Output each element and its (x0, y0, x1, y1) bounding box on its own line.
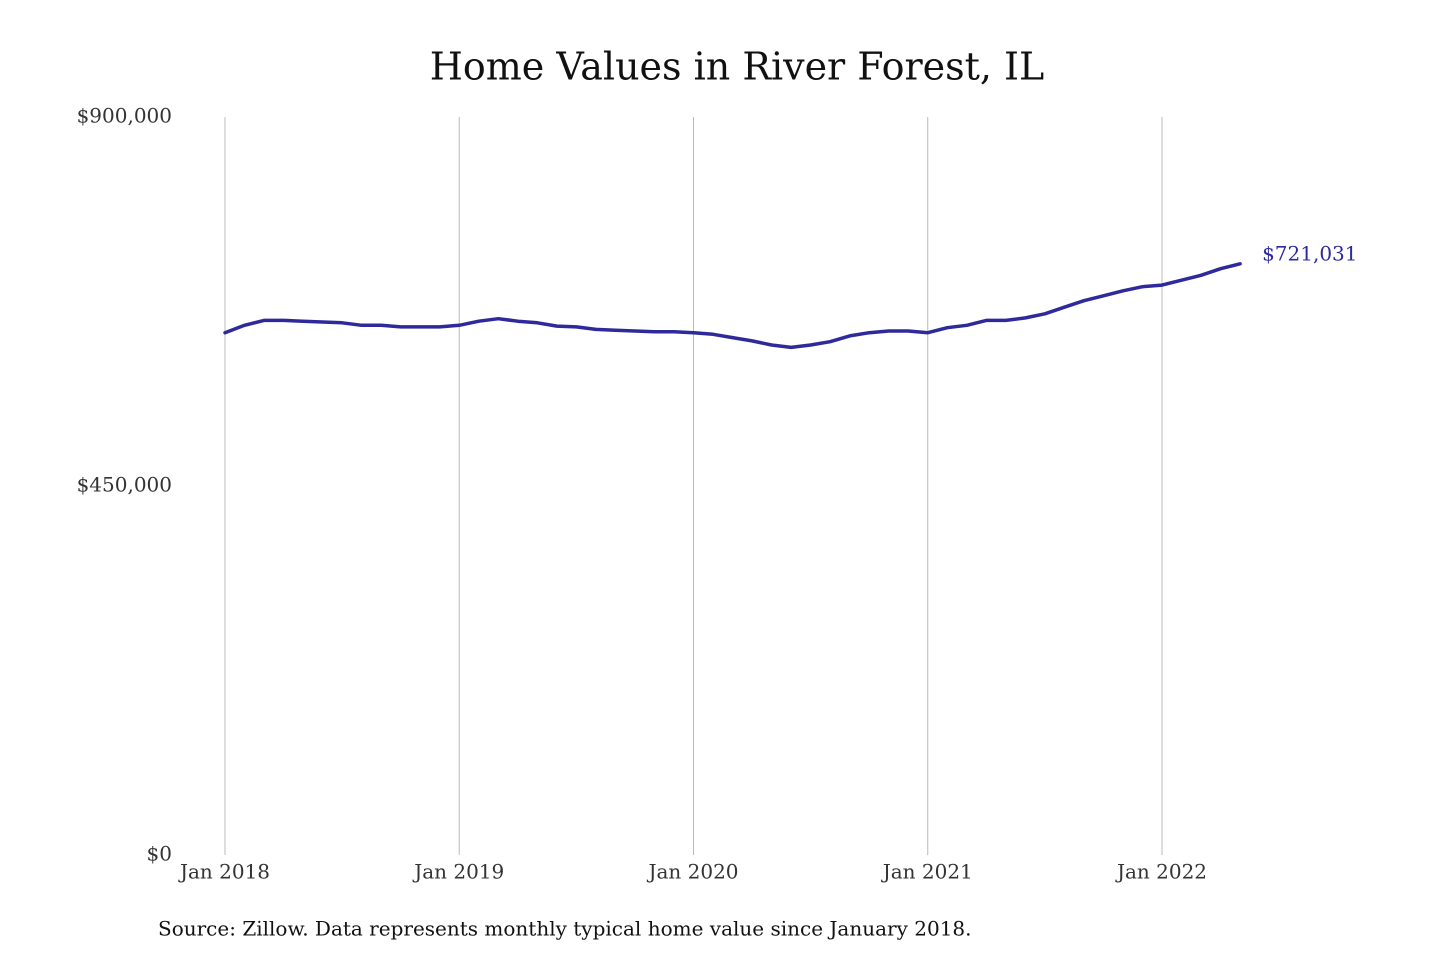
line (223, 262, 1242, 350)
y-tick-label: $0 (147, 842, 172, 866)
source-note: Source: Zillow. Data represents monthly … (158, 917, 972, 941)
value-label: $721,031 (1262, 241, 1357, 265)
x-tick-label: Jan 2022 (1115, 860, 1207, 884)
x-tick-label: Jan 2019 (412, 860, 504, 884)
x-tick-label: Jan 2020 (646, 860, 738, 884)
chart-title: Home Values in River Forest, IL (430, 45, 1045, 89)
x-tick-label: Jan 2018 (178, 860, 270, 884)
y-tick-label: $900,000 (77, 104, 172, 128)
x-tick-label: Jan 2021 (881, 860, 973, 884)
y-tick-label: $450,000 (77, 473, 172, 497)
